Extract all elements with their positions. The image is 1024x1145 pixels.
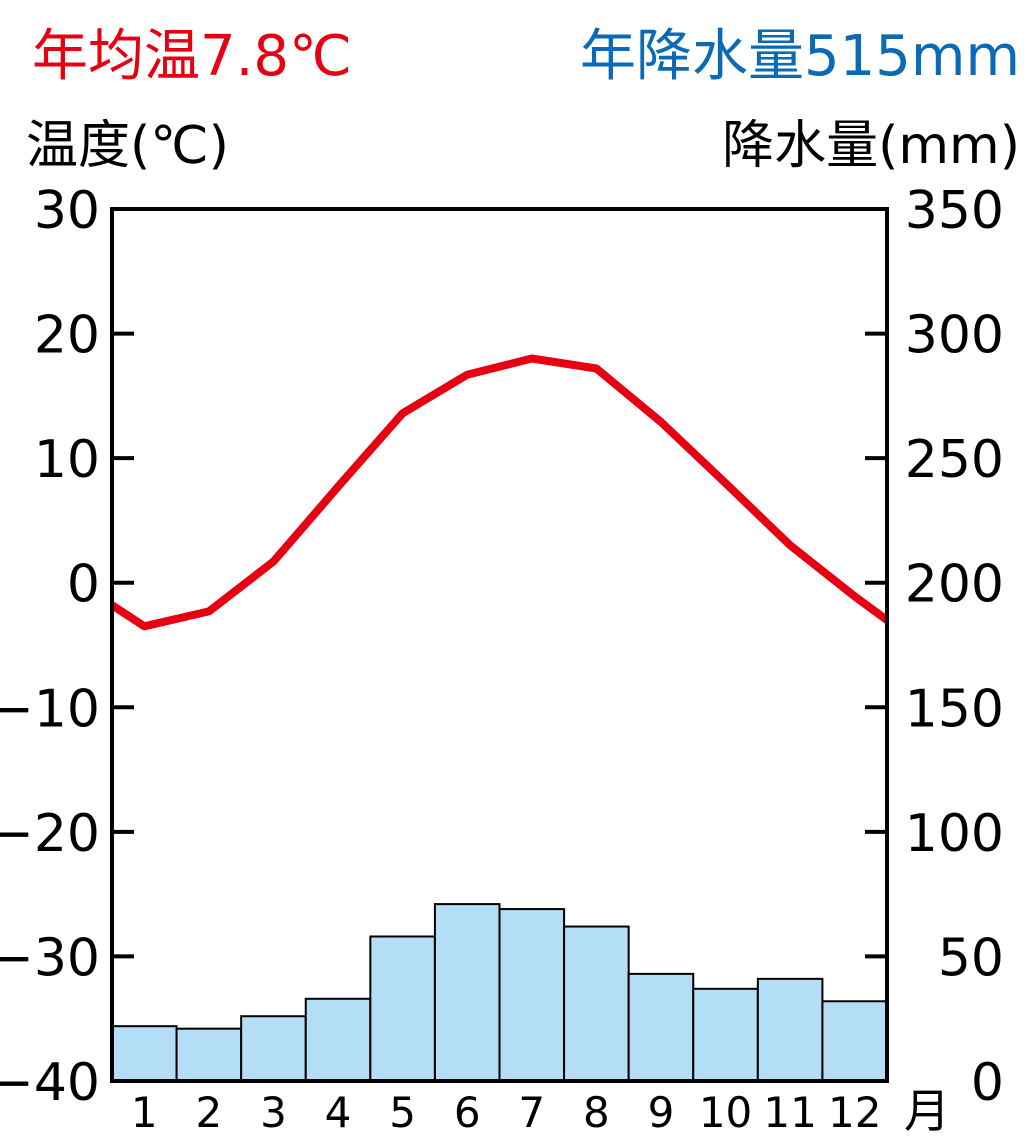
right-tick-label: 100 <box>905 804 1004 864</box>
x-tick-label: 9 <box>648 1088 675 1137</box>
x-tick-label: 10 <box>699 1088 752 1137</box>
plot-frame <box>110 207 889 1083</box>
left-tick-label: −30 <box>0 928 100 988</box>
left-tick-label: 20 <box>34 306 100 366</box>
annual-temperature-label: 年均温7.8℃ <box>32 24 352 89</box>
precipitation-bar-1 <box>111 1025 178 1083</box>
precipitation-bar-11 <box>756 977 824 1083</box>
precipitation-bar-2 <box>175 1027 243 1083</box>
right-axis-title: 降水量(mm) <box>722 116 1020 176</box>
x-tick-label: 6 <box>454 1088 481 1137</box>
left-axis-ticks: 30 20 10 0 −10 −20 −30 −40 <box>0 181 134 1113</box>
temperature-line-layer <box>109 354 890 631</box>
x-tick-label: 7 <box>518 1088 545 1137</box>
precipitation-bar-3 <box>240 1015 307 1082</box>
x-tick-label: 8 <box>583 1088 610 1137</box>
left-axis-title: 温度(℃) <box>26 116 229 176</box>
left-tick-label: 10 <box>34 430 100 490</box>
precipitation-bar-6 <box>433 903 501 1083</box>
left-tick-label: 30 <box>34 181 100 241</box>
precipitation-bars <box>111 903 889 1083</box>
right-tick-label: 0 <box>971 1053 1004 1113</box>
precipitation-bar-12 <box>821 1000 889 1083</box>
x-axis-labels: 1 2 3 4 5 6 7 8 9 10 11 12 <box>131 1088 882 1137</box>
precipitation-bar-9 <box>627 972 695 1083</box>
precipitation-bar-5 <box>369 935 436 1082</box>
left-tick-label: 0 <box>67 555 100 615</box>
right-axis-ticks: 350 300 250 200 150 100 50 0 <box>865 181 1004 1113</box>
left-tick-label: −10 <box>0 679 100 739</box>
right-tick-label: 250 <box>905 430 1004 490</box>
temperature-line <box>109 354 890 631</box>
x-tick-label: 11 <box>763 1088 816 1137</box>
right-tick-label: 300 <box>905 306 1004 366</box>
left-tick-label: −40 <box>0 1053 100 1113</box>
x-tick-label: 12 <box>828 1088 881 1137</box>
x-tick-label: 5 <box>389 1088 416 1137</box>
right-tick-label: 200 <box>905 555 1004 615</box>
left-tick-label: −20 <box>0 804 100 864</box>
x-tick-label: 2 <box>196 1088 223 1137</box>
right-tick-label: 50 <box>938 928 1004 988</box>
plot-border <box>110 207 889 1083</box>
right-tick-label: 350 <box>905 181 1004 241</box>
x-axis-unit-label: 月 <box>904 1084 950 1138</box>
precipitation-bar-4 <box>304 997 372 1082</box>
precipitation-bar-10 <box>692 987 759 1082</box>
right-tick-label: 150 <box>905 679 1004 739</box>
x-tick-label: 3 <box>260 1088 287 1137</box>
precipitation-bar-7 <box>498 908 566 1082</box>
annual-precipitation-label: 年降水量515mm <box>580 24 1020 89</box>
precipitation-bar-8 <box>563 925 630 1082</box>
x-tick-label: 4 <box>325 1088 352 1137</box>
x-tick-label: 1 <box>131 1088 158 1137</box>
